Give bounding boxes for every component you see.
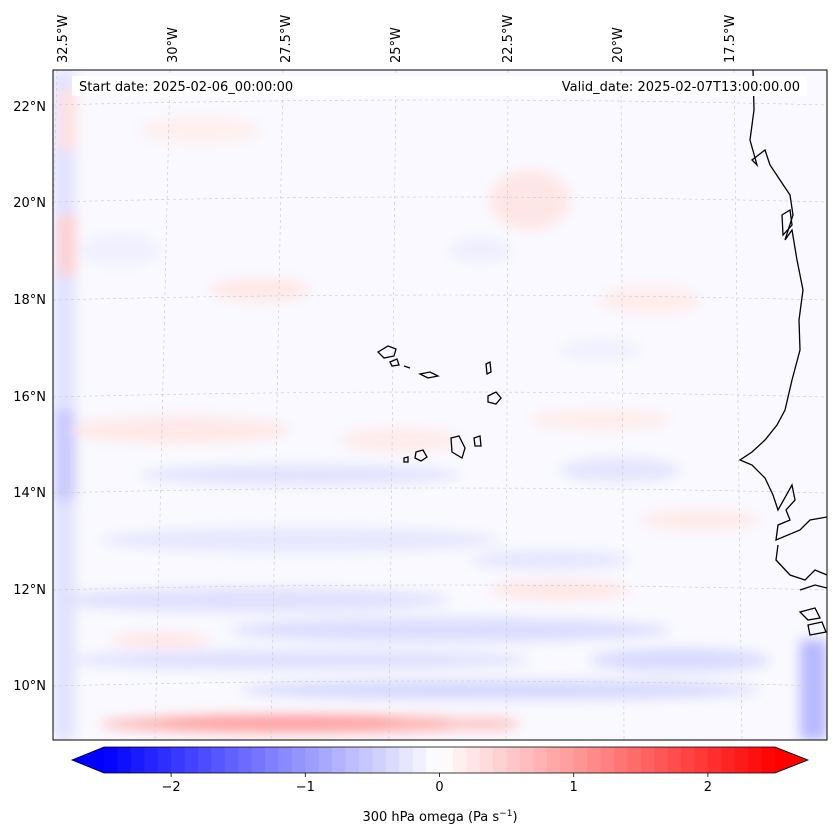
- lon-label: 32.5°W: [56, 15, 71, 63]
- colorbar-cell: [761, 747, 776, 773]
- colorbar-cell: [587, 747, 602, 773]
- colorbar-cell: [479, 747, 494, 773]
- colorbar-cell: [385, 747, 400, 773]
- lat-label: 16°N: [13, 390, 46, 405]
- colorbar-cell: [439, 747, 454, 773]
- colorbar-cell: [748, 747, 763, 773]
- colorbar-ticks: −2 −1 0 1 2: [162, 773, 712, 795]
- colorbar-tick-label: 1: [570, 780, 578, 795]
- lat-labels: 22°N 20°N 18°N 16°N 14°N 12°N 10°N: [13, 100, 46, 694]
- colorbar-cell: [358, 747, 373, 773]
- header-strip: [72, 76, 807, 96]
- island-sao-vicente: [389, 358, 400, 367]
- map-frame: [52, 69, 828, 741]
- omega-field: [53, 70, 827, 740]
- colorbar-tick-label: −1: [296, 780, 315, 795]
- lon-label: 25°W: [389, 27, 404, 63]
- colorbar-cell: [694, 747, 709, 773]
- colorbar-cell: [291, 747, 306, 773]
- island-santo-antao: [376, 345, 397, 359]
- island-boa-vista: [487, 391, 502, 405]
- colorbar-cell: [211, 747, 226, 773]
- start-date-label: Start date: 2025-02-06_00:00:00: [79, 80, 293, 95]
- island-fogo: [414, 449, 428, 462]
- colorbar-tick-label: 2: [704, 780, 712, 795]
- colorbar-cell: [640, 747, 655, 773]
- colorbar-cell: [520, 747, 535, 773]
- island-santiago: [450, 435, 466, 459]
- lat-label: 14°N: [13, 486, 46, 501]
- lat-label: 22°N: [13, 100, 46, 115]
- colorbar-cell: [466, 747, 481, 773]
- colorbar-cell: [493, 747, 508, 773]
- colorbar-cell: [144, 747, 159, 773]
- island-sao-nicolau: [418, 371, 440, 379]
- colorbar-cells: [104, 747, 776, 773]
- colorbar-cell: [171, 747, 186, 773]
- colorbar-cell: [600, 747, 615, 773]
- colorbar-cell: [560, 747, 575, 773]
- colorbar-cell: [265, 747, 280, 773]
- colorbar-low-extend: [72, 747, 104, 773]
- lon-label: 22.5°W: [501, 15, 516, 63]
- colorbar-cell: [412, 747, 427, 773]
- colorbar-cell: [197, 747, 212, 773]
- africa-coastline: [738, 70, 827, 542]
- omega-blobs: [53, 70, 827, 740]
- lat-label: 10°N: [13, 679, 46, 694]
- colorbar-cell: [157, 747, 172, 773]
- island-maio: [473, 435, 482, 447]
- colorbar-cell: [318, 747, 333, 773]
- colorbar-cell: [721, 747, 736, 773]
- colorbar-cell: [332, 747, 347, 773]
- colorbar-cell: [707, 747, 722, 773]
- colorbar-tick-label: 0: [435, 780, 443, 795]
- colorbar-cell: [613, 747, 628, 773]
- colorbar-cell: [452, 747, 467, 773]
- colorbar-cell: [573, 747, 588, 773]
- colorbar-cell: [681, 747, 696, 773]
- colorbar-cell: [667, 747, 682, 773]
- colorbar-cell: [506, 747, 521, 773]
- colorbar-cell: [305, 747, 320, 773]
- colorbar-cell: [238, 747, 253, 773]
- valid-date-label: Valid_date: 2025-02-07T13:00:00.00: [562, 80, 800, 95]
- colorbar-cell: [224, 747, 239, 773]
- lat-label: 18°N: [13, 293, 46, 308]
- island-brava: [403, 456, 409, 463]
- lon-labels: 32.5°W 30°W 27.5°W 25°W 22.5°W 20°W 17.5…: [56, 15, 738, 63]
- colorbar: −2 −1 0 1 2 300 hPa omega (Pa s−1): [70, 746, 810, 825]
- colorbar-label: 300 hPa omega (Pa s−1): [362, 809, 517, 825]
- lat-label: 20°N: [13, 196, 46, 211]
- colorbar-cell: [372, 747, 387, 773]
- graticule: [53, 70, 827, 740]
- colorbar-cell: [627, 747, 642, 773]
- lon-label: 20°W: [611, 27, 626, 63]
- colorbar-cell: [278, 747, 293, 773]
- lat-label: 12°N: [13, 583, 46, 598]
- colorbar-cell: [251, 747, 266, 773]
- colorbar-cell: [654, 747, 669, 773]
- colorbar-cell: [399, 747, 414, 773]
- island-sal: [485, 360, 492, 376]
- lon-label: 30°W: [166, 27, 181, 63]
- colorbar-cell: [426, 747, 441, 773]
- coastlines: [376, 70, 827, 636]
- colorbar-cell: [546, 747, 561, 773]
- colorbar-cell: [117, 747, 132, 773]
- colorbar-cell: [184, 747, 199, 773]
- lon-label: 17.5°W: [723, 15, 738, 63]
- colorbar-cell: [345, 747, 360, 773]
- colorbar-cell: [130, 747, 145, 773]
- colorbar-tick-label: −2: [162, 780, 181, 795]
- colorbar-outline: [70, 746, 810, 774]
- colorbar-cell: [533, 747, 548, 773]
- lon-label: 27.5°W: [279, 15, 294, 63]
- colorbar-cell: [104, 747, 119, 773]
- colorbar-cell: [734, 747, 749, 773]
- colorbar-high-extend: [775, 747, 808, 773]
